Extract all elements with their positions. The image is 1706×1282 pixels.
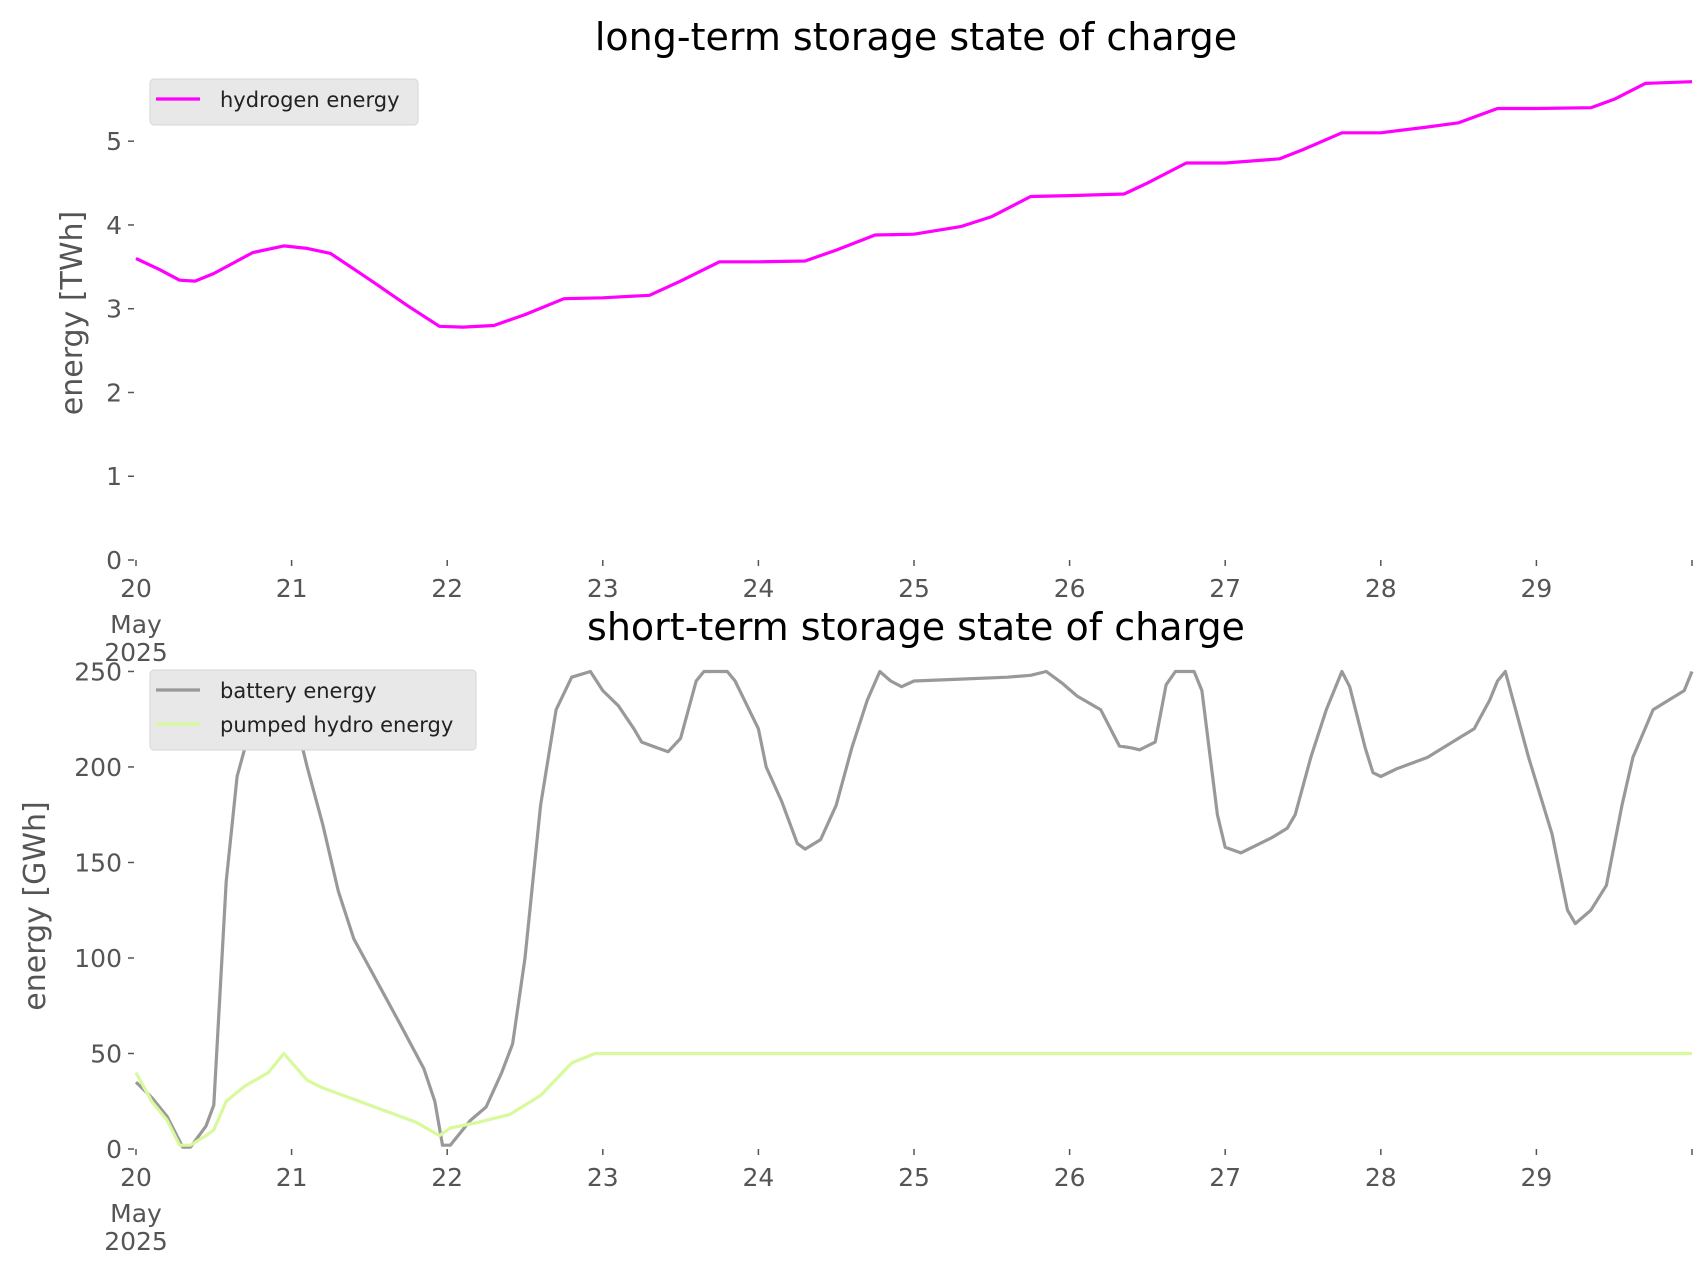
short-term-chart: short-term storage state of charge energ… — [18, 605, 1694, 1256]
short-term-x-tick-label: 20 — [120, 1163, 152, 1192]
long-term-y-tick-label: 4 — [106, 211, 122, 240]
series-line-hydrogen-energy — [135, 80, 1693, 329]
series-line-pumped-hydro-energy — [134, 1051, 1692, 1147]
short-term-legend-box — [149, 669, 477, 751]
long-term-x-tick-label: 26 — [1054, 574, 1086, 603]
long-term-x-tick-label: 29 — [1520, 574, 1552, 603]
short-term-x-tick-year: 2025 — [104, 1227, 168, 1256]
short-term-y-tick-label: 200 — [74, 753, 122, 782]
long-term-x-tick-label: 22 — [431, 574, 463, 603]
short-term-y-tick-label: 0 — [106, 1135, 122, 1164]
long-term-chart-title: long-term storage state of charge — [595, 15, 1237, 59]
legend-label-battery-energy: battery energy — [220, 679, 377, 703]
short-term-x-tick-label: 27 — [1209, 1163, 1241, 1192]
long-term-x-tick-label: 24 — [742, 574, 774, 603]
short-term-x-tick-label: 28 — [1365, 1163, 1397, 1192]
long-term-y-tick-label: 1 — [106, 462, 122, 491]
short-term-x-tick-label: 25 — [898, 1163, 930, 1192]
long-term-y-tick-label: 5 — [106, 127, 122, 156]
long-term-x-tick-label: 23 — [587, 574, 619, 603]
long-term-y-axis-label: energy [TWh] — [55, 211, 90, 415]
short-term-legend: battery energy pumped hydro energy — [149, 669, 477, 751]
long-term-x-tick-label: 20 — [120, 574, 152, 603]
long-term-series-group — [135, 80, 1693, 329]
short-term-x-tick-label: 24 — [742, 1163, 774, 1192]
long-term-y-tick-label: 3 — [106, 295, 122, 324]
long-term-x-tick-label: 25 — [898, 574, 930, 603]
long-term-x-tick-label: 28 — [1365, 574, 1397, 603]
long-term-x-tick-label: 21 — [276, 574, 308, 603]
short-term-series-group — [134, 669, 1694, 1149]
short-term-y-tick-label: 50 — [90, 1039, 122, 1068]
long-term-x-tick-month: May — [110, 610, 162, 639]
long-term-x-tick-year: 2025 — [104, 638, 168, 667]
short-term-x-tick-month: May — [110, 1199, 162, 1228]
series-line-battery-energy — [134, 669, 1694, 1149]
legend-label-pumped-hydro-energy: pumped hydro energy — [220, 713, 453, 737]
short-term-y-tick-label: 150 — [74, 848, 122, 877]
short-term-y-axis: 0 50 100 150 200 250 — [74, 657, 134, 1164]
long-term-y-tick-label: 0 — [106, 546, 122, 575]
short-term-x-tick-label: 23 — [587, 1163, 619, 1192]
legend-label-hydrogen-energy: hydrogen energy — [220, 88, 400, 112]
long-term-chart: long-term storage state of charge energy… — [55, 15, 1693, 667]
short-term-y-axis-label: energy [GWh] — [18, 801, 53, 1010]
short-term-chart-title: short-term storage state of charge — [587, 605, 1245, 649]
short-term-x-tick-label: 21 — [276, 1163, 308, 1192]
long-term-x-tick-label: 27 — [1209, 574, 1241, 603]
long-term-legend: hydrogen energy — [149, 78, 419, 126]
long-term-legend-box — [149, 78, 419, 126]
short-term-x-tick-label: 22 — [431, 1163, 463, 1192]
short-term-y-tick-label: 100 — [74, 944, 122, 973]
long-term-y-axis: 0 1 2 3 4 5 — [106, 127, 134, 575]
long-term-y-tick-label: 2 — [106, 378, 122, 407]
short-term-y-tick-label: 250 — [74, 657, 122, 686]
short-term-x-tick-label: 26 — [1054, 1163, 1086, 1192]
short-term-x-tick-label: 29 — [1520, 1163, 1552, 1192]
